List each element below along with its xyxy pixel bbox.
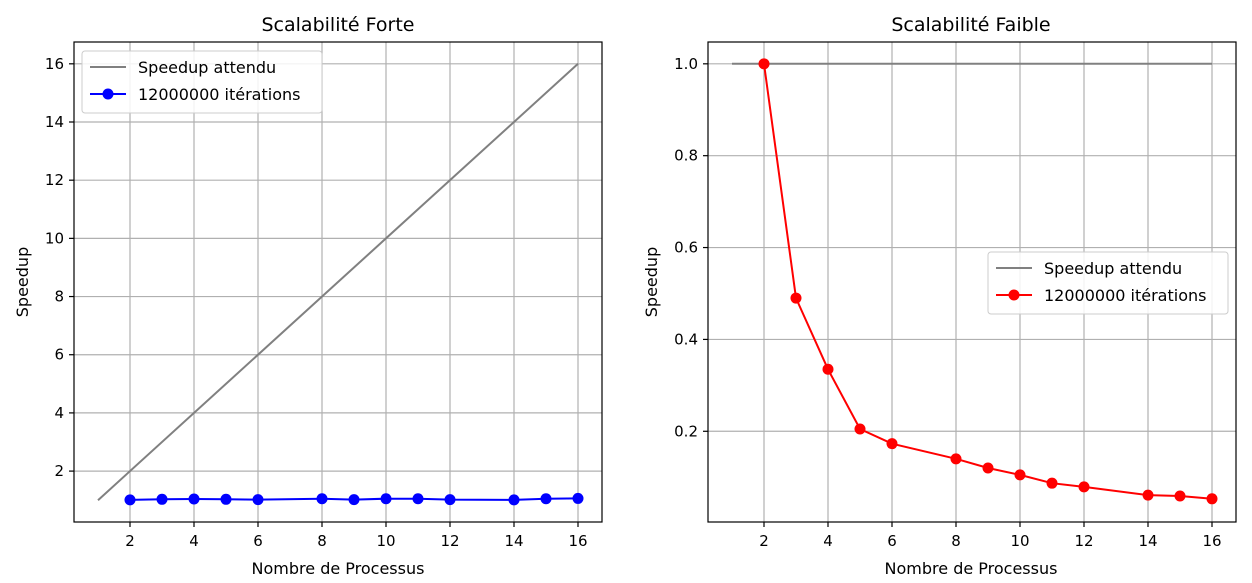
chart-title: Scalabilité Faible (891, 14, 1050, 36)
x-tick-label: 6 (253, 532, 263, 550)
grid (74, 42, 602, 522)
x-tick-label: 8 (317, 532, 327, 550)
y-tick-label: 0.2 (674, 422, 698, 440)
data-point (252, 494, 264, 506)
y-tick-label: 6 (54, 346, 64, 364)
x-tick-label: 4 (189, 532, 199, 550)
data-point (220, 493, 232, 505)
legend-label: 12000000 itérations (138, 85, 300, 104)
data-point (348, 494, 360, 506)
legend-marker (1008, 289, 1020, 301)
plot-frame (73, 41, 603, 523)
x-tick-label: 2 (759, 532, 769, 550)
series-line (97, 63, 579, 501)
legend-marker (102, 88, 114, 100)
data-point (1014, 469, 1026, 481)
data-point (854, 423, 866, 435)
y-axis-label: Speedup (642, 247, 661, 317)
data-point (1174, 490, 1186, 502)
data-point (1206, 493, 1218, 505)
data-point (982, 462, 994, 474)
y-tick-label: 16 (45, 55, 64, 73)
data-point (444, 494, 456, 506)
x-tick-label: 6 (887, 532, 897, 550)
data-point (950, 453, 962, 465)
y-tick-label: 0.8 (674, 147, 698, 165)
plot-frame (707, 41, 1237, 523)
data-point (572, 492, 584, 504)
x-axis-label: Nombre de Processus (252, 559, 425, 578)
legend-box (987, 251, 1229, 315)
data-point (1046, 477, 1058, 489)
chart-title: Scalabilité Forte (262, 14, 415, 36)
x-tick-label: 10 (1010, 532, 1029, 550)
x-tick-label: 12 (1074, 532, 1093, 550)
y-tick-label: 8 (54, 288, 64, 306)
series-measured (124, 492, 584, 506)
y-tick-label: 12 (45, 171, 64, 189)
x-tick-label: 4 (823, 532, 833, 550)
data-point (124, 494, 136, 506)
x-tick-label: 8 (951, 532, 961, 550)
x-tick-label: 12 (440, 532, 459, 550)
data-point (790, 292, 802, 304)
x-tick-label: 14 (1138, 532, 1157, 550)
data-point (380, 493, 392, 505)
y-tick-label: 0.4 (674, 330, 698, 348)
x-tick-label: 10 (376, 532, 395, 550)
x-tick-label: 16 (1202, 532, 1221, 550)
data-point (188, 493, 200, 505)
y-tick-label: 4 (54, 404, 64, 422)
legend: Speedup attendu 12000000 itérations (81, 50, 323, 114)
chart-weak-scaling: Scalabilité Faible Nombre de Processus S… (642, 14, 1237, 578)
y-tick-label: 14 (45, 113, 64, 131)
x-tick-label: 2 (125, 532, 135, 550)
legend-label: Speedup attendu (1044, 259, 1182, 278)
data-point (758, 58, 770, 70)
data-point (316, 493, 328, 505)
data-point (156, 493, 168, 505)
y-tick-label: 2 (54, 462, 64, 480)
legend-box (81, 50, 323, 114)
y-tick-label: 1.0 (674, 55, 698, 73)
legend: Speedup attendu 12000000 itérations (987, 251, 1229, 315)
data-point (540, 493, 552, 505)
legend-label: Speedup attendu (138, 58, 276, 77)
x-tick-label: 14 (504, 532, 523, 550)
x-axis-label: Nombre de Processus (885, 559, 1058, 578)
legend-label: 12000000 itérations (1044, 286, 1206, 305)
data-point (1142, 489, 1154, 501)
y-axis-label: Speedup (13, 247, 32, 317)
series-measured (758, 58, 1218, 505)
chart-strong-scaling: Scalabilité Forte Nombre de Processus Sp… (13, 14, 603, 578)
data-point (508, 494, 520, 506)
data-point (412, 493, 424, 505)
series-expected (97, 63, 579, 501)
x-tick-label: 16 (568, 532, 587, 550)
data-point (886, 438, 898, 450)
data-point (822, 363, 834, 375)
y-tick-label: 0.6 (674, 239, 698, 257)
data-point (1078, 481, 1090, 493)
y-tick-label: 10 (45, 229, 64, 247)
